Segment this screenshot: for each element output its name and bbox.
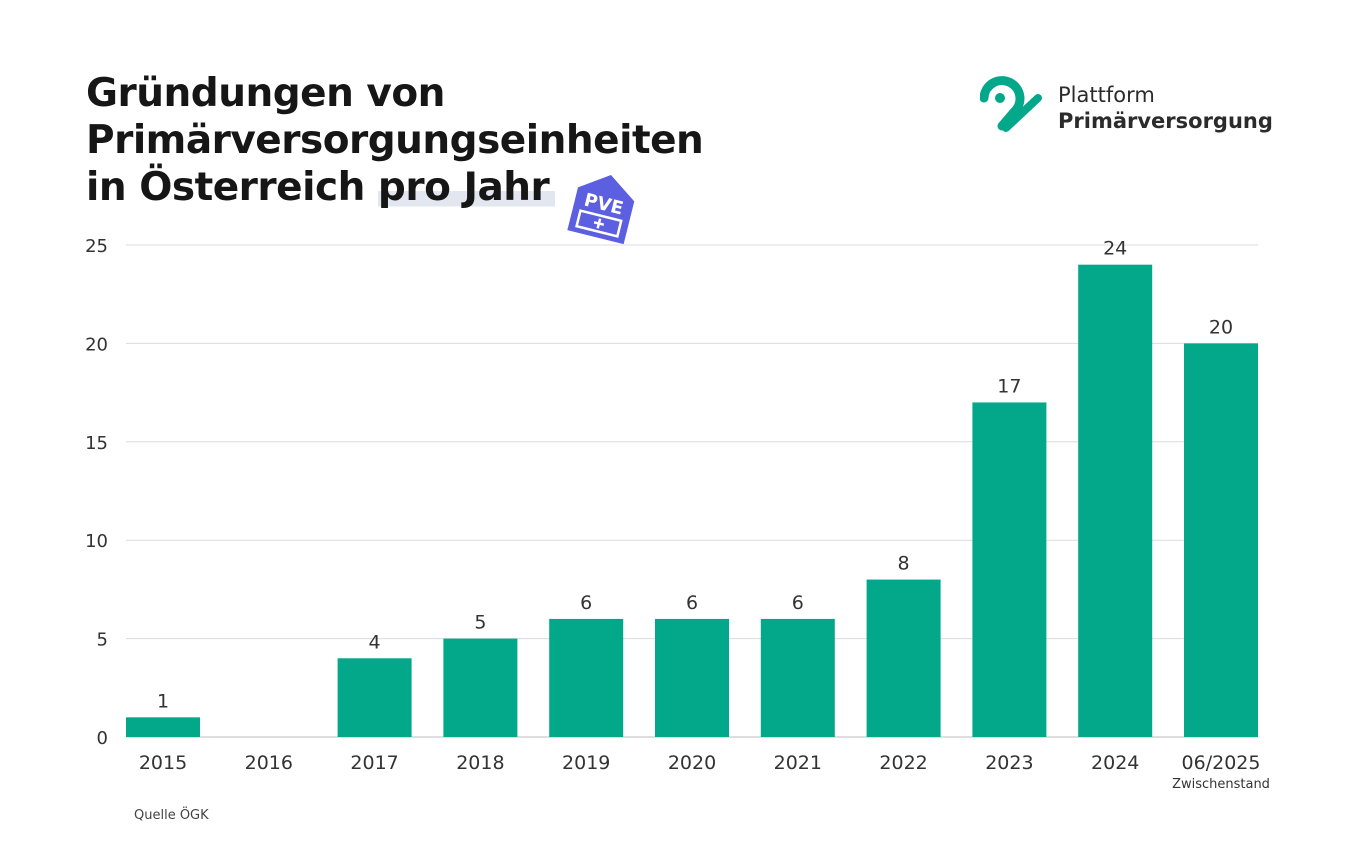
title-highlight: pro Jahr: [377, 165, 556, 210]
x-tick-label: 2017: [350, 752, 398, 774]
x-tick-label: 2023: [985, 752, 1033, 774]
x-tick-label: 2020: [668, 752, 716, 774]
data-label: 17: [997, 375, 1021, 397]
brand-line-2: Primärversorgung: [1058, 109, 1273, 133]
x-tick-label: 2019: [562, 752, 610, 774]
data-label: 6: [580, 592, 592, 614]
page-title: Gründungen von Primärversorgungseinheite…: [86, 70, 704, 211]
pve-badge-icon: PVE: [560, 164, 646, 254]
y-tick-label: 20: [85, 334, 108, 355]
x-tick-label: 2021: [774, 752, 822, 774]
bar: [126, 717, 200, 737]
y-tick-label: 5: [97, 630, 108, 651]
x-tick-label: 2022: [879, 752, 927, 774]
data-label: 4: [369, 631, 381, 653]
x-tick-sublabel: Zwischenstand: [1172, 777, 1270, 792]
y-tick-label: 0: [97, 728, 108, 749]
x-tick-label: 2024: [1091, 752, 1139, 774]
bar: [1078, 264, 1153, 737]
bar: [972, 402, 1047, 737]
y-tick-label: 15: [85, 433, 108, 454]
data-label: 24: [1103, 238, 1127, 260]
title-line-1: Gründungen von: [86, 71, 445, 116]
data-label: 6: [792, 592, 804, 614]
data-label: 6: [686, 592, 698, 614]
brand-text: Plattform Primärversorgung: [1058, 82, 1273, 134]
title-line-2: Primärversorgungseinheiten: [86, 118, 704, 163]
x-tick-label: 2016: [245, 752, 293, 774]
x-tick-label: 2015: [139, 752, 187, 774]
bar: [1184, 343, 1258, 737]
data-label: 20: [1209, 316, 1233, 338]
title-line-3: in Österreich pro Jahr: [86, 164, 703, 211]
data-label: 8: [898, 553, 910, 575]
bar: [655, 618, 729, 737]
brand-line-1: Plattform: [1058, 83, 1155, 107]
bar: [549, 618, 624, 737]
bar: [866, 579, 941, 737]
x-tick-label: 06/2025: [1182, 752, 1261, 774]
y-tick-label: 10: [85, 531, 108, 552]
title-line-3-text: in Österreich: [86, 165, 365, 210]
data-label: 5: [474, 612, 486, 634]
x-tick-label: 2018: [456, 752, 504, 774]
bar: [337, 658, 412, 737]
brand-mark-icon: [980, 76, 1042, 132]
bar: [760, 618, 835, 737]
y-tick-label: 25: [85, 236, 108, 257]
data-label: 1: [157, 690, 169, 712]
bar: [443, 638, 518, 737]
source-note: Quelle ÖGK: [134, 808, 209, 823]
